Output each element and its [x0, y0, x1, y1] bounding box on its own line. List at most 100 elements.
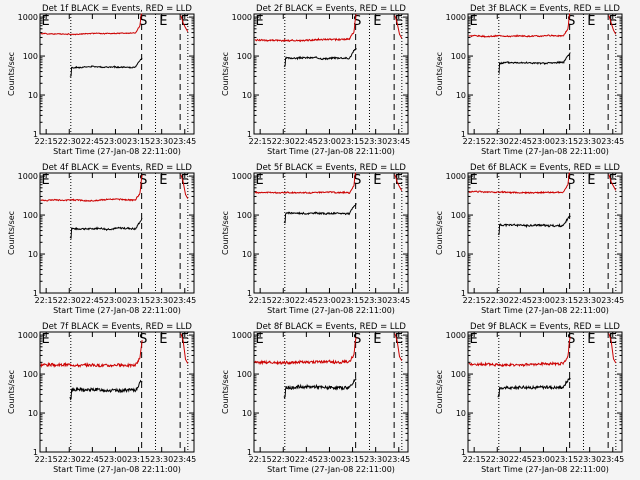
marker-label-e: E [470, 173, 478, 188]
y-tick-label: 1 [247, 289, 252, 298]
x-tick-label: 23:15 [555, 455, 578, 464]
marker-label-e: E [395, 173, 403, 188]
x-tick-label: 22:45 [295, 455, 318, 464]
x-tick-label: 23:30 [150, 296, 173, 305]
x-tick-label: 22:45 [509, 455, 532, 464]
marker-label-e: E [373, 14, 381, 29]
y-axis-label: Counts/sec [435, 370, 444, 414]
plot-frame [467, 13, 623, 135]
events-series-line [69, 218, 143, 240]
x-tick-label: 22:15 [463, 296, 486, 305]
panel-det-9f: Det 9f BLACK = Events, RED = LLD 1 10 100 10… [435, 322, 624, 474]
x-tick-label: 23:45 [601, 137, 624, 146]
x-axis-label: Start Time (27-Jan-08 22:11:00) [53, 147, 181, 156]
marker-label-e: E [395, 14, 403, 29]
lld-series-line [254, 172, 403, 195]
marker-label-s: S [139, 173, 147, 188]
y-tick-label: 100 [451, 370, 466, 379]
x-tick-label: 23:45 [387, 137, 410, 146]
x-tick-label: 22:45 [295, 137, 318, 146]
marker-label-e: E [159, 173, 167, 188]
x-axis-label: Start Time (27-Jan-08 22:11:00) [267, 465, 395, 474]
x-tick-label: 23:00 [104, 296, 127, 305]
x-tick-label: 23:00 [318, 296, 341, 305]
x-axis-label: Start Time (27-Jan-08 22:11:00) [481, 465, 609, 474]
x-tick-label: 22:15 [35, 296, 58, 305]
y-tick-label: 1000 [232, 13, 252, 22]
x-tick-label: 23:00 [104, 455, 127, 464]
panel-title: Det 7f BLACK = Events, RED = LLD [42, 322, 192, 332]
x-tick-label: 23:30 [150, 455, 173, 464]
y-axis-label: Counts/sec [435, 52, 444, 96]
x-tick-label: 23:15 [555, 137, 578, 146]
y-tick-label: 1000 [232, 172, 252, 181]
marker-label-e: E [470, 14, 478, 29]
panel-det-7f: Det 7f BLACK = Events, RED = LLD 1 10 100 10… [7, 322, 196, 474]
y-tick-label: 100 [23, 211, 38, 220]
x-tick-label: 22:45 [81, 455, 104, 464]
y-tick-label: 10 [242, 250, 252, 259]
y-axis-label: Counts/sec [221, 211, 230, 255]
x-tick-label: 23:15 [341, 455, 364, 464]
marker-label-e: E [373, 173, 381, 188]
marker-label-e: E [587, 332, 595, 347]
y-tick-label: 1000 [18, 13, 38, 22]
marker-label-e: E [256, 14, 264, 29]
x-tick-label: 23:30 [364, 455, 387, 464]
events-series-line [69, 379, 143, 401]
x-tick-label: 23:45 [601, 296, 624, 305]
lld-series-line [254, 13, 403, 43]
x-tick-label: 22:15 [249, 137, 272, 146]
x-tick-label: 23:00 [318, 455, 341, 464]
y-tick-label: 10 [28, 409, 38, 418]
marker-label-e: E [587, 14, 595, 29]
lld-series-line [40, 333, 189, 369]
x-tick-label: 23:00 [104, 137, 127, 146]
x-tick-label: 23:15 [127, 455, 150, 464]
marker-label-s: S [353, 14, 361, 29]
marker-label-e: E [181, 14, 189, 29]
x-tick-label: 23:30 [150, 137, 173, 146]
x-tick-label: 23:45 [387, 455, 410, 464]
marker-label-e: E [395, 332, 403, 347]
x-tick-label: 22:30 [272, 296, 295, 305]
y-tick-label: 10 [242, 91, 252, 100]
marker-label-s: S [567, 173, 575, 188]
plot-frame [253, 331, 409, 453]
x-tick-label: 22:15 [249, 455, 272, 464]
events-series-line [497, 214, 571, 235]
panel-title: Det 4f BLACK = Events, RED = LLD [42, 163, 192, 173]
y-tick-label: 1000 [232, 331, 252, 340]
marker-label-e: E [587, 173, 595, 188]
marker-label-s: S [353, 332, 361, 347]
panel-title: Det 3f BLACK = Events, RED = LLD [470, 4, 620, 14]
plot-frame [39, 172, 195, 294]
plot-frame [39, 331, 195, 453]
x-tick-label: 23:15 [127, 296, 150, 305]
x-tick-label: 23:00 [532, 296, 555, 305]
marker-label-e: E [181, 332, 189, 347]
panel-det-5f: Det 5f BLACK = Events, RED = LLD 1 10 100 10… [221, 163, 410, 315]
x-axis-label: Start Time (27-Jan-08 22:11:00) [267, 306, 395, 315]
x-tick-label: 22:30 [486, 296, 509, 305]
x-tick-label: 23:15 [341, 137, 364, 146]
x-tick-label: 22:15 [249, 296, 272, 305]
marker-label-e: E [470, 332, 478, 347]
y-tick-label: 1000 [18, 172, 38, 181]
plot-frame [467, 172, 623, 294]
x-tick-label: 22:45 [81, 296, 104, 305]
y-tick-label: 100 [237, 52, 252, 61]
y-axis-label: Counts/sec [7, 211, 16, 255]
x-tick-label: 23:45 [387, 296, 410, 305]
marker-label-e: E [42, 332, 50, 347]
panel-title: Det 6f BLACK = Events, RED = LLD [470, 163, 620, 173]
plot-frame [253, 13, 409, 135]
marker-label-e: E [181, 173, 189, 188]
panel-title: Det 1f BLACK = Events, RED = LLD [42, 4, 192, 14]
x-tick-label: 22:15 [35, 137, 58, 146]
x-tick-label: 23:00 [532, 455, 555, 464]
events-series-line [69, 57, 143, 77]
x-axis-label: Start Time (27-Jan-08 22:11:00) [481, 306, 609, 315]
y-tick-label: 1 [461, 289, 466, 298]
lld-series-line [40, 13, 189, 36]
